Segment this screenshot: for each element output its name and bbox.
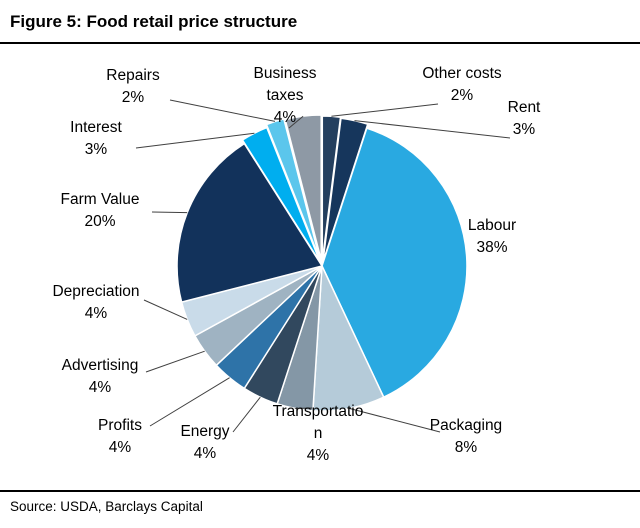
leader-line-rent bbox=[354, 120, 511, 139]
pie-slice-repairs bbox=[265, 117, 321, 260]
pie-label-rent: Rent 3% bbox=[508, 99, 541, 138]
pie-chart: Other costs 2%Rent 3% Labour 38% Packaging 8% T… bbox=[52, 65, 541, 464]
pie-slice-rent bbox=[322, 117, 369, 263]
pie-label-transportation: Transportatio n 4% bbox=[273, 403, 364, 464]
chart-area: Other costs 2% Rent 3% Labour 38% Packaging 8% T… bbox=[0, 44, 640, 490]
pie-label-advertising: Advertising 4% bbox=[62, 357, 139, 396]
leader-line-advertising bbox=[145, 350, 205, 373]
figure-source: Source: USDA, Barclays Capital bbox=[0, 490, 640, 514]
figure-title: Figure 5: Food retail price structure bbox=[0, 0, 640, 44]
leader-line-business-taxes bbox=[288, 115, 304, 129]
leader-line-other-costs bbox=[331, 103, 439, 117]
leader-line-packaging bbox=[349, 407, 441, 433]
pie-label-energy: Energy 4% bbox=[180, 423, 229, 462]
pie-label-interest: Interest 3% bbox=[70, 119, 122, 158]
leader-line-farm-value bbox=[151, 211, 188, 214]
pie-label-repairs: Repairs 2% bbox=[106, 67, 160, 106]
leader-line-interest bbox=[135, 132, 255, 149]
pie-slice-farm-value bbox=[176, 142, 324, 304]
pie-label-other-costs: Other costs 2% bbox=[422, 65, 501, 104]
leader-line-depreciation bbox=[143, 299, 188, 320]
pie-label-packaging: Packaging 8% bbox=[430, 417, 502, 456]
pie-label-profits: Profits 4% bbox=[98, 417, 142, 456]
pie-slice-labour bbox=[321, 127, 468, 399]
pie-label-depreciation: Depreciation 4% bbox=[52, 283, 139, 322]
pie-label-farm-value: Farm Value 20% bbox=[61, 191, 140, 230]
pie-label-labour: Labour 38% bbox=[468, 217, 516, 256]
leader-line-energy bbox=[232, 396, 261, 433]
leader-line-repairs bbox=[169, 99, 276, 122]
pie-label-business-taxes: Business taxes 4% bbox=[254, 65, 317, 126]
leader-line-profits bbox=[149, 377, 230, 427]
